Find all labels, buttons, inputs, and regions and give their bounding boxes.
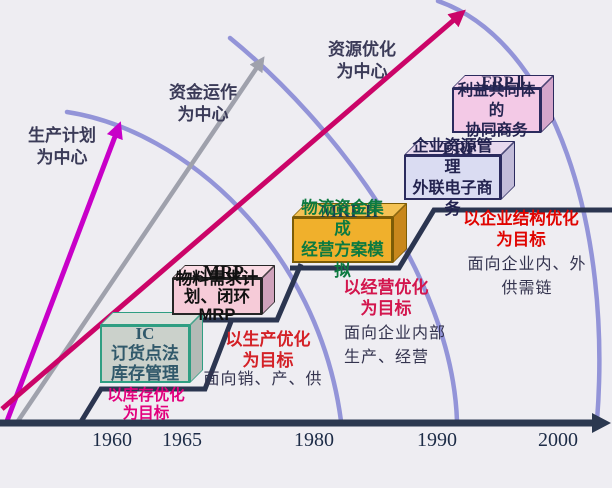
label-axis-label-production-line-2: 为中心 (36, 148, 88, 168)
label-goal-operation-line-2: 为目标 (360, 299, 412, 319)
label-axis-label-production-line-1: 生产计划 (28, 126, 96, 145)
label-goal-structure-line-1: 以企业结构优化 (463, 210, 579, 228)
box-mrp: MRP 物料需求计 划、闭环MRP (172, 262, 275, 324)
label-goal-production: 以生产优化 为目标 (210, 329, 326, 372)
box-erp2-line-2: 协同商务 (465, 121, 528, 139)
box-ic-line-2: 库存管理 (111, 364, 179, 383)
label-goal-structure: 以企业结构优化 为目标 (448, 209, 594, 250)
label-axis-label-resource-line-2: 为中心 (336, 62, 388, 82)
label-face-structure-line-1: 面向企业内、外 (467, 256, 587, 273)
arrow-production-axis (4, 121, 123, 422)
box-mrp2-front-face: 物流资金集成 经营方案模拟 (292, 199, 393, 280)
label-goal-production-line-2: 为目标 (242, 351, 294, 371)
box-ic-front-face: IC 订货点法 库存管理 (100, 324, 190, 383)
box-mrp2-title: MRP II (320, 201, 379, 221)
label-axis-label-capital: 资金运作 为中心 (151, 82, 255, 126)
year-1965: 1965 (162, 429, 202, 451)
label-axis-label-capital-line-1: 资金运作 (169, 83, 237, 102)
year-1980: 1980 (294, 429, 334, 451)
box-ic-title: IC (135, 324, 155, 343)
label-axis-label-production: 生产计划 为中心 (10, 125, 114, 169)
box-ic-line-1: 订货点法 (111, 344, 179, 363)
box-mrp2: MRP II 物流资金集成 经营方案模拟 (292, 199, 407, 280)
box-ic: IC 订货点法 库存管理 (100, 312, 203, 383)
label-goal-structure-line-2: 为目标 (496, 230, 546, 249)
box-erp2: ERP Ⅱ 利益共同体的协同商务 (452, 74, 554, 139)
box-mrp-line-2: 划、闭环MRP (184, 287, 250, 324)
year-1990: 1990 (417, 429, 457, 451)
label-goal-inventory-line-1: 以库存优化 (107, 387, 185, 404)
arrow-resource-axis (0, 9, 466, 411)
year-1960: 1960 (92, 429, 132, 451)
box-erp-front-face: 企业资源管理 外联电子商务 (404, 138, 501, 218)
staircase-step-2 (169, 263, 304, 323)
label-axis-label-resource: 资源优化 为中心 (310, 39, 414, 83)
label-face-operation-line-1: 面向企业内部 (344, 325, 447, 342)
label-goal-inventory: 以库存优化 为目标 (93, 387, 199, 424)
label-goal-operation-line-1: 以经营优化 (343, 278, 429, 297)
label-face-structure-line-2: 供需链 (501, 280, 553, 297)
label-goal-inventory-line-2: 为目标 (122, 405, 170, 423)
timeline-arrowhead-icon (592, 413, 611, 433)
box-erp2-title: ERP Ⅱ (481, 74, 525, 91)
label-face-operation-line-2: 生产、经营 (344, 349, 430, 366)
staircase-step-3 (290, 207, 612, 271)
box-mrp-front-face: 物料需求计 划、闭环MRP (172, 270, 262, 324)
staircase-step-1 (76, 318, 235, 427)
box-erp-line-1: 企业资源管理 (412, 137, 493, 176)
box-mrp2-line-2: 经营方案模拟 (301, 241, 384, 280)
box-mrp-line-1: 物料需求计 (175, 269, 259, 288)
box-erp: ERP 企业资源管理 外联电子商务 (404, 138, 515, 218)
label-goal-operation: 以经营优化 为目标 (328, 277, 444, 320)
label-face-operation: 面向企业内部 生产、经营 (344, 322, 464, 370)
box-erp2-line-1: 利益共同体的 (457, 81, 536, 119)
label-axis-label-resource-line-1: 资源优化 (328, 40, 396, 59)
label-face-structure: 面向企业内、外 供需链 (453, 253, 601, 301)
label-goal-production-line-1: 以生产优化 (225, 330, 311, 349)
box-erp2-front-face: 利益共同体的协同商务 (452, 82, 541, 139)
label-face-production-line-1: 面向销、产、供 (203, 371, 323, 388)
evolution-arc-outer (435, 0, 602, 424)
box-mrp-title: MRP (203, 262, 244, 282)
year-2000: 2000 (538, 429, 578, 451)
label-axis-label-capital-line-2: 为中心 (177, 105, 229, 125)
box-erp-line-2: 外联电子商务 (412, 179, 493, 218)
label-face-production: 面向销、产、供 (190, 370, 336, 389)
box-erp-title: ERP (442, 139, 477, 158)
box-mrp2-line-1: 物流资金集成 (301, 199, 384, 238)
